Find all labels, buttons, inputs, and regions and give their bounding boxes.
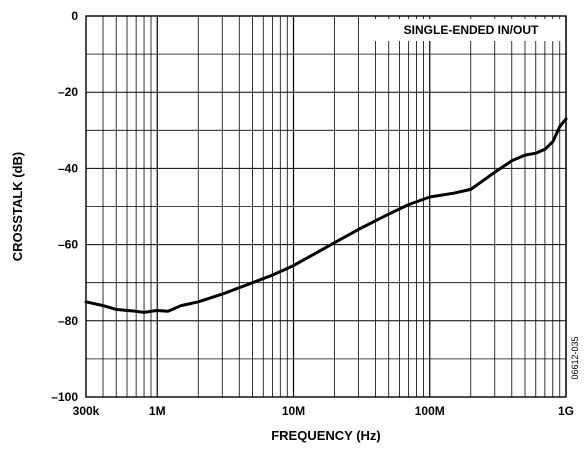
y-tick-label: –100: [51, 390, 78, 404]
y-tick-label: –40: [58, 161, 78, 175]
plot-frame: [85, 15, 567, 398]
x-tick-label: 10M: [282, 404, 305, 418]
figure-id: 06612-035: [570, 336, 580, 379]
y-tick-labels: 0 –20 –40 –60 –80 –100: [51, 9, 78, 404]
y-tick-label: –80: [58, 314, 78, 328]
series-line-crosstalk: [84, 117, 568, 314]
x-tick-labels: 300k 1M 10M 100M 1G: [73, 404, 574, 418]
y-axis-title: CROSSTALK (dB): [10, 152, 25, 262]
grid-lines: [85, 15, 567, 398]
y-tick-label: 0: [71, 9, 78, 23]
y-tick-label: –60: [58, 238, 78, 252]
legend-label: SINGLE-ENDED IN/OUT: [404, 23, 539, 37]
x-tick-label: 1G: [558, 404, 574, 418]
x-tick-label: 100M: [415, 404, 445, 418]
x-tick-label: 1M: [149, 404, 166, 418]
x-axis-title: FREQUENCY (Hz): [271, 428, 381, 443]
x-tick-label: 300k: [73, 404, 100, 418]
legend-box: [366, 19, 564, 41]
y-tick-label: –20: [58, 85, 78, 99]
